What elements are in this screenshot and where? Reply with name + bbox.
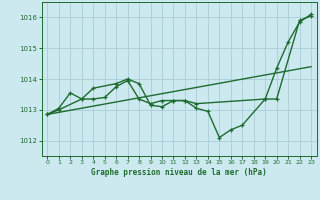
X-axis label: Graphe pression niveau de la mer (hPa): Graphe pression niveau de la mer (hPa) [91,168,267,177]
